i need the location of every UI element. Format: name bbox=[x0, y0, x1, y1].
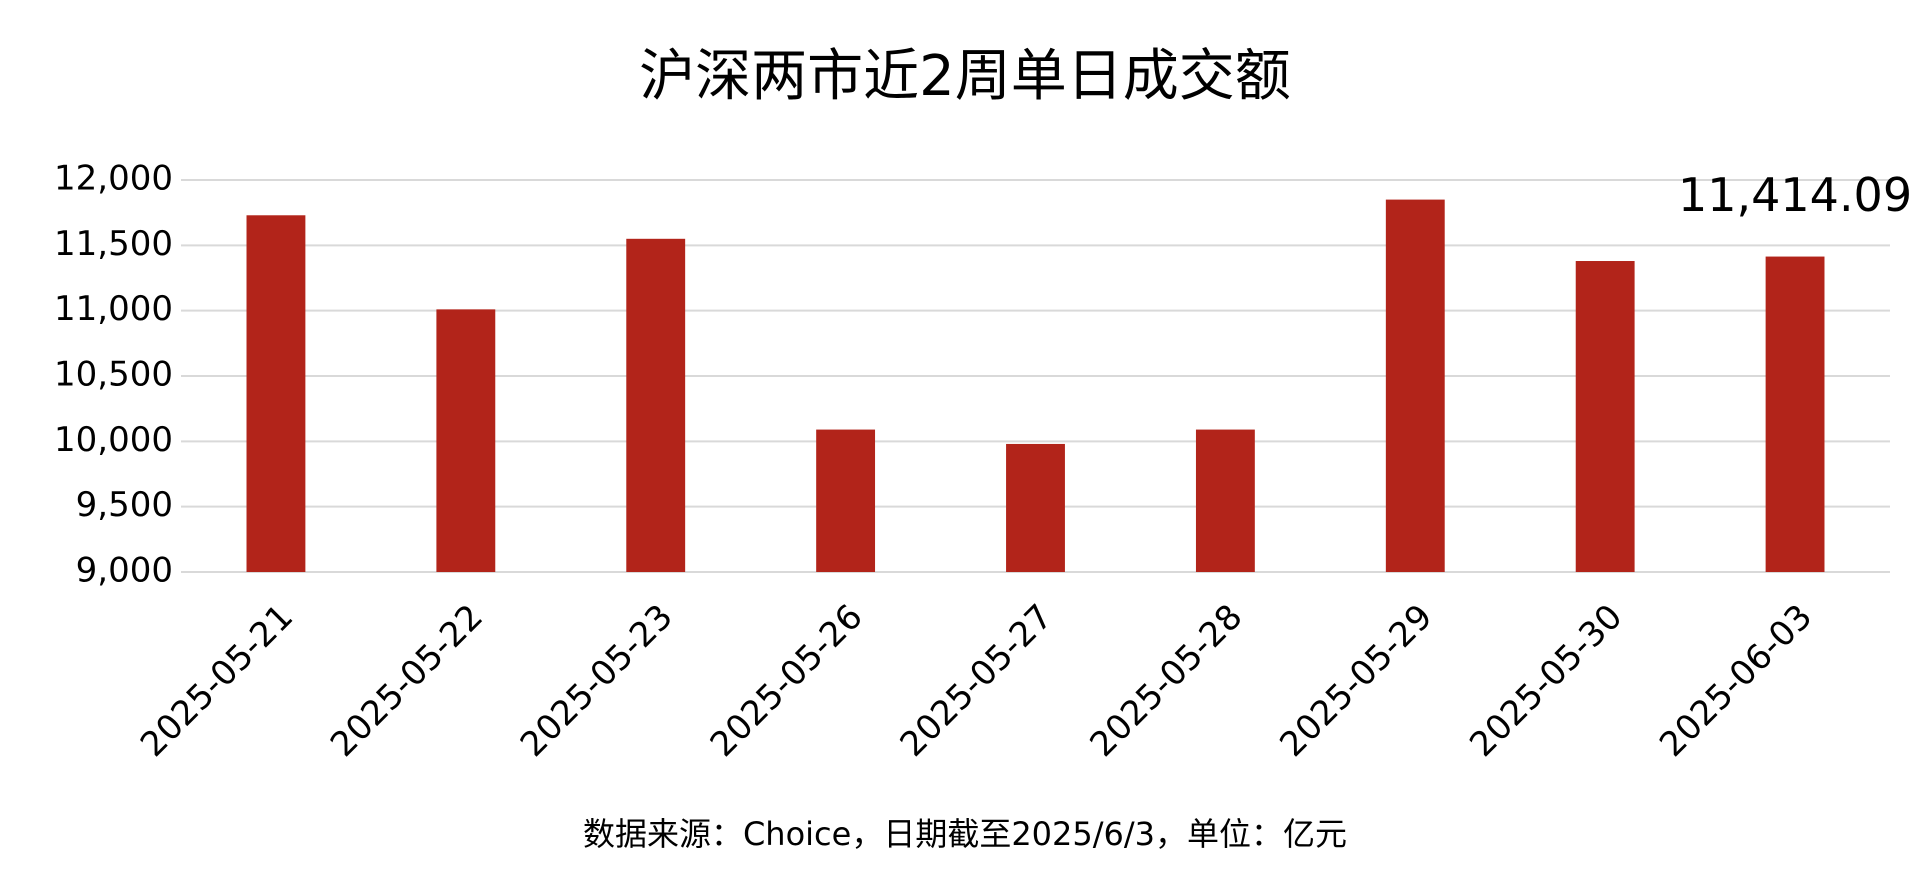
bar bbox=[1385, 199, 1445, 572]
bar bbox=[1006, 443, 1065, 572]
y-tick-label: 9,500 bbox=[76, 485, 173, 525]
x-tick-label: 2025-05-26 bbox=[703, 597, 871, 765]
x-tick-label: 2025-05-23 bbox=[513, 597, 681, 765]
x-tick-label: 2025-05-29 bbox=[1272, 597, 1440, 765]
bar bbox=[626, 238, 686, 573]
x-tick-label: 2025-05-21 bbox=[133, 597, 301, 765]
chart-title: 沪深两市近2周单日成交额 bbox=[639, 44, 1291, 109]
bar bbox=[246, 215, 306, 572]
y-tick-label: 10,500 bbox=[54, 355, 173, 395]
bar bbox=[816, 429, 876, 572]
bar bbox=[1575, 261, 1635, 572]
x-tick-label: 2025-05-22 bbox=[323, 597, 491, 765]
y-tick-label: 11,000 bbox=[54, 289, 173, 329]
bar bbox=[436, 309, 496, 572]
y-tick-label: 9,000 bbox=[76, 551, 173, 591]
x-tick-label: 2025-06-03 bbox=[1652, 597, 1820, 765]
x-tick-label: 2025-05-28 bbox=[1082, 597, 1250, 765]
y-tick-label: 10,000 bbox=[54, 420, 173, 460]
data-label: 11,414.09 bbox=[1678, 168, 1912, 222]
x-tick-label: 2025-05-27 bbox=[893, 597, 1061, 765]
bar bbox=[1765, 256, 1825, 572]
y-tick-label: 12,000 bbox=[54, 159, 173, 199]
y-tick-label: 11,500 bbox=[54, 224, 173, 264]
x-tick-label: 2025-05-30 bbox=[1462, 597, 1630, 765]
source-note: 数据来源：Choice，日期截至2025/6/3，单位：亿元 bbox=[583, 815, 1347, 853]
bar bbox=[1195, 429, 1255, 572]
